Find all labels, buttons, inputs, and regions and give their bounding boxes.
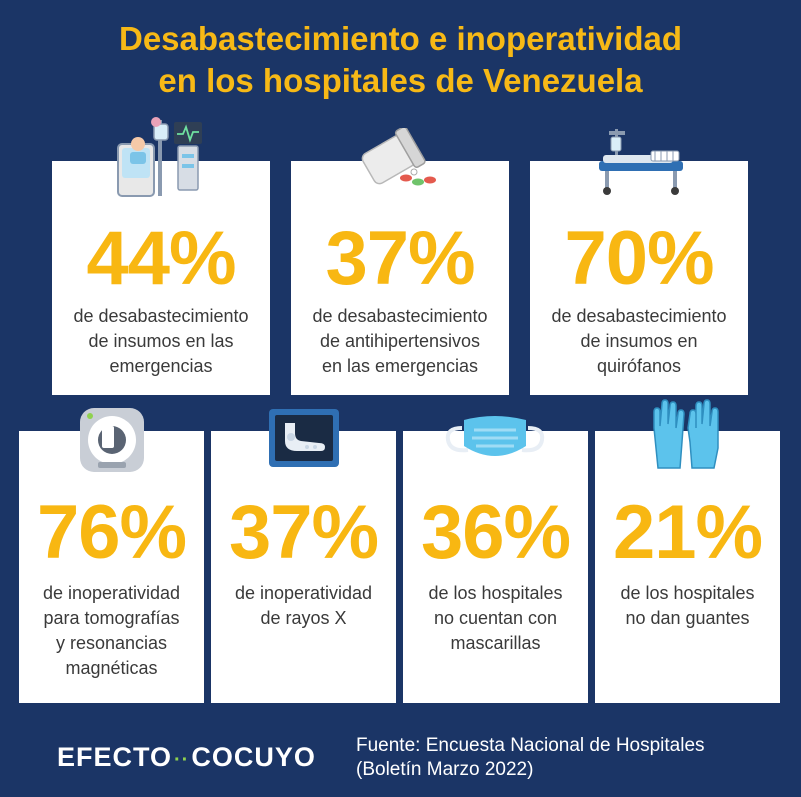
stat-card-tomography: 76% de inoperatividad para tomografías y r… [19,431,204,703]
stat-description: de los hospitales no dan guantes [620,583,755,628]
brand-left: EFECTO [57,742,173,772]
face-mask-icon [445,416,545,456]
source-note: Fuente: Encuesta Nacional de Hospitales … [356,734,705,782]
pill-bottle-icon [361,128,436,186]
stat-card-gloves: 21% de los hospitales no dan guantes [595,431,780,703]
brand-right: COCUYO [191,742,316,772]
stat-percent: 44% [86,216,236,301]
stat-description: de los hospitales no cuentan con mascarill… [428,583,563,653]
x-ray-foot-icon [269,409,339,467]
brand-logo: EFECTO ··COCUYO [57,742,316,773]
stat-card-masks: 36% de los hospitales no cuentan con masca… [403,431,588,703]
stat-card-emergency-supplies: 44% de desabastecimiento de insumos en la… [52,161,270,395]
source-line-1: Fuente: Encuesta Nacional de Hospitales [356,735,705,756]
stat-percent: 36% [420,490,571,575]
hospital-bed-monitor-icon [117,117,202,197]
stat-description: de inoperatividad para tomografías y reson… [42,583,181,678]
stat-description: de desabastecimiento de insumos en las eme… [73,306,249,376]
stat-percent: 70% [564,216,714,301]
page-title: Desabastecimiento e inoperatividad en lo… [0,18,801,102]
source-line-2: (Boletín Marzo 2022) [356,759,534,780]
stat-percent: 37% [325,216,475,301]
stretcher-icon [599,129,683,195]
stat-description: de desabastecimiento de antihipertensivos… [312,306,488,376]
stat-percent: 37% [228,490,379,575]
stat-percent: 21% [612,490,763,575]
stat-card-antihypertensives: 37% de desabastecimiento de antihipertens… [291,161,509,395]
stat-description: de desabastecimiento de insumos en quirófa… [551,306,727,376]
title-line-2: en los hospitales de Venezuela [158,62,643,99]
mri-scanner-icon [80,408,144,472]
stat-description: de inoperatividad de rayos X [234,583,373,628]
stat-percent: 76% [36,490,187,575]
brand-dots: ·· [174,749,190,771]
gloves-icon [653,399,719,469]
stat-card-operating-rooms: 70% de desabastecimiento de insumos en qui… [530,161,748,395]
title-line-1: Desabastecimiento e inoperatividad [118,20,682,57]
stat-card-x-ray: 37% de inoperatividad de rayos X [211,431,396,703]
